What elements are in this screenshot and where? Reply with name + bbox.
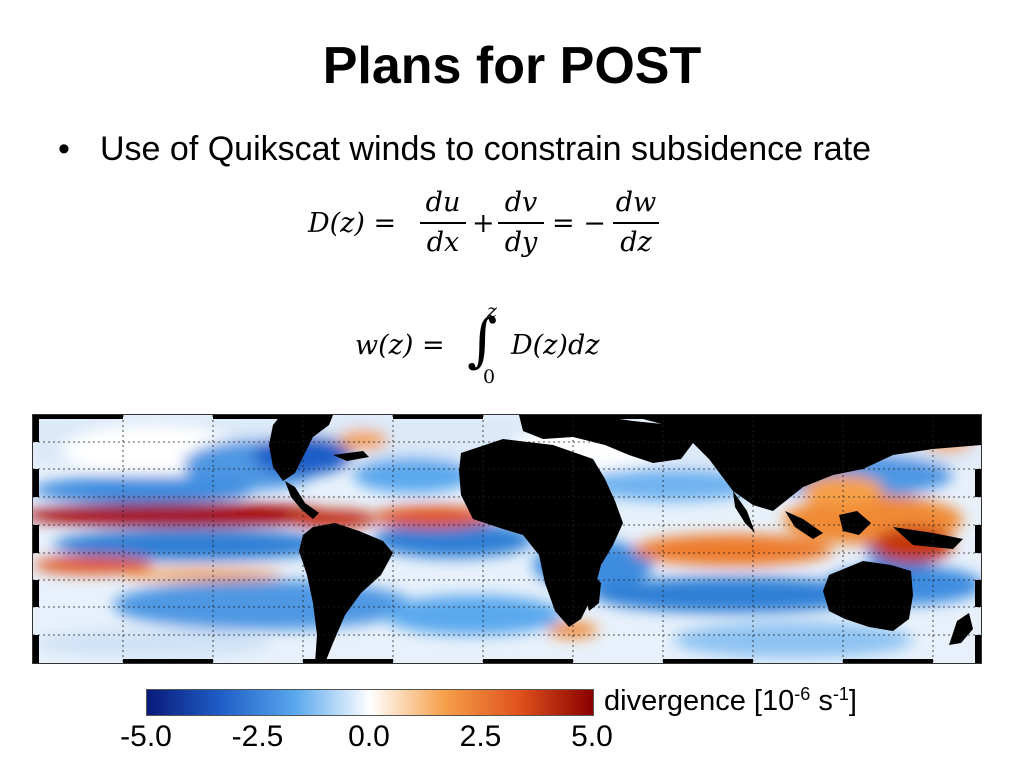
slide-title: Plans for POST (322, 37, 702, 95)
integral-lower-limit: 0 (483, 366, 496, 388)
colorbar-label: divergence [10-6 s-1] (604, 684, 857, 718)
divergence-map (32, 414, 982, 664)
plus-sign: + (472, 208, 495, 239)
bullet-item: • Use of Quikscat winds to constrain subs… (58, 126, 871, 172)
fraction-denominator: dz (620, 227, 652, 258)
colorbar-tick-label: 2.5 (459, 720, 502, 753)
equals-minus: = − (552, 208, 606, 239)
omega-lhs: w(z) = (355, 330, 445, 361)
lat-lon-grid (33, 415, 981, 663)
colorbar-label-suffix: ] (848, 685, 857, 717)
colorbar-tick-label: 5.0 (571, 720, 613, 753)
fraction-dw-dz: dw dz (613, 186, 659, 260)
colorbar-tick-label: -2.5 (231, 720, 284, 753)
fraction-bar (498, 222, 544, 224)
colorbar-tick-label: -5.0 (120, 720, 172, 753)
fraction-numerator: du (425, 187, 461, 218)
fraction-dv-dy: dv dy (498, 186, 544, 260)
colorbar-tick-label: 0.0 (348, 720, 390, 753)
colorbar-label-exponent: -6 (794, 684, 811, 704)
bullet-marker: • (58, 130, 70, 168)
colorbar (146, 689, 594, 716)
colorbar-label-unit-exponent: -1 (832, 684, 849, 704)
land-masses (269, 415, 981, 663)
fraction-bar (613, 222, 659, 224)
colorbar-label-unit: s (810, 685, 833, 717)
bullet-text: Use of Quikscat winds to constrain subsi… (100, 130, 872, 168)
colorbar-label-prefix: divergence [10 (604, 685, 795, 717)
fraction-denominator: dy (504, 227, 538, 258)
fraction-numerator: dv (504, 187, 538, 218)
integrand: D(z)dz (511, 330, 600, 361)
fraction-numerator: dw (615, 187, 657, 218)
divergence-lhs: D(z) = (308, 208, 397, 239)
fraction-du-dx: du dx (420, 186, 466, 260)
integral-upper-limit: z (487, 300, 498, 322)
map-frame-ticks (33, 415, 981, 663)
fraction-denominator: dx (426, 227, 460, 258)
fraction-bar (420, 222, 466, 224)
integral-sign: ∫ (467, 306, 498, 374)
